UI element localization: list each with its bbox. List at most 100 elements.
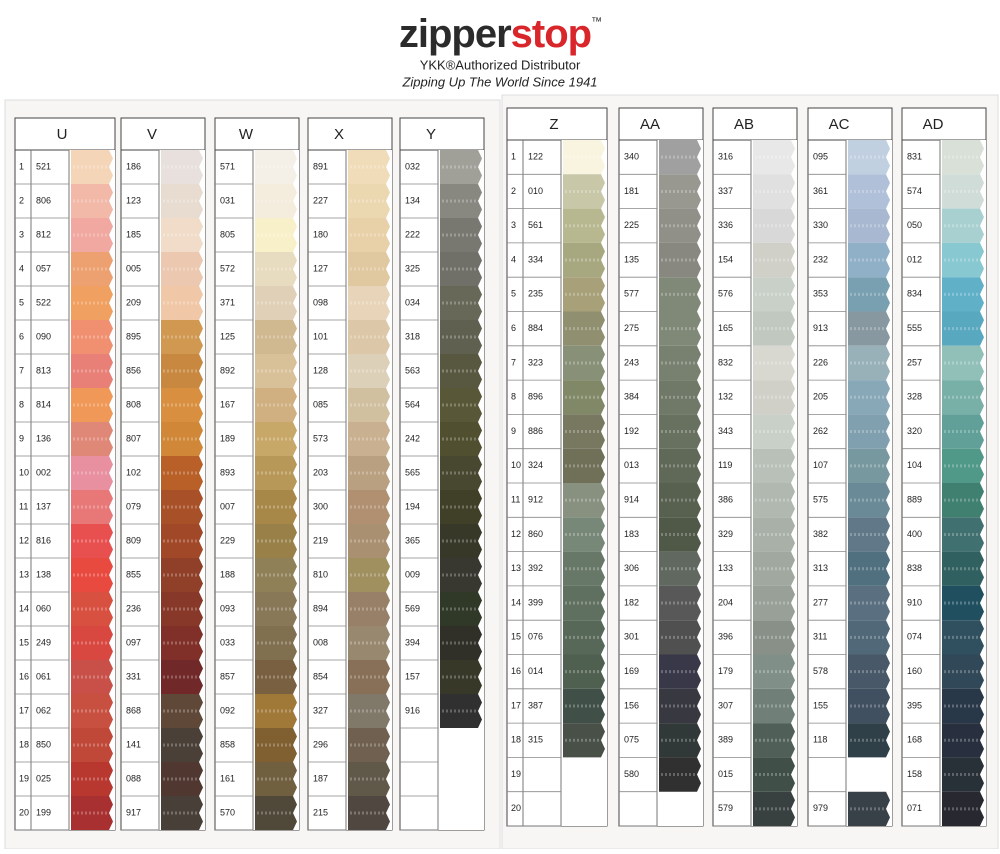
logo-main: zipper (399, 12, 511, 56)
zipper-swatch (659, 688, 701, 724)
color-code: 128 (313, 365, 328, 375)
color-code: 225 (624, 220, 639, 230)
color-code: 854 (313, 671, 328, 681)
zipper-swatch (71, 728, 113, 762)
color-code: 324 (528, 460, 543, 470)
zipper-swatch (71, 252, 113, 286)
color-code: 167 (220, 399, 235, 409)
color-code: 807 (126, 433, 141, 443)
color-code: 892 (220, 365, 235, 375)
color-code: 165 (718, 323, 733, 333)
row-number: 11 (511, 495, 520, 505)
zipper-swatch (255, 218, 297, 252)
color-code: 205 (813, 392, 828, 402)
tagline: YKK®Authorized Distributor (420, 57, 581, 72)
color-code: 204 (718, 597, 733, 607)
zipper-swatch (255, 286, 297, 320)
row-number: 11 (19, 501, 28, 511)
zipper-swatch (255, 422, 297, 456)
color-code: 155 (813, 700, 828, 710)
zipper-swatch (659, 208, 701, 243)
zipper-swatch (71, 626, 113, 660)
color-code: 181 (624, 186, 639, 196)
zipper-swatch (563, 585, 605, 621)
color-code: 916 (405, 705, 420, 715)
zipper-swatch (942, 140, 984, 175)
color-code: 395 (907, 700, 922, 710)
color-code: 336 (718, 220, 733, 230)
color-code: 573 (313, 433, 328, 443)
zipper-swatch (255, 660, 297, 694)
zipper-swatch (942, 414, 984, 449)
color-code: 394 (405, 637, 420, 647)
color-code: 307 (718, 700, 733, 710)
color-code: 133 (718, 563, 733, 573)
zipper-swatch (348, 762, 390, 796)
row-number: 13 (19, 569, 29, 579)
zipper-swatch (255, 762, 297, 796)
zipper-swatch (255, 694, 297, 728)
zipper-swatch (348, 490, 390, 524)
color-code: 896 (528, 392, 543, 402)
color-code: 137 (36, 501, 51, 511)
row-number: 18 (19, 739, 29, 749)
row-number: 6 (19, 331, 24, 341)
color-code: 891 (313, 161, 328, 171)
zipper-swatch (161, 592, 203, 626)
zipper-swatch (348, 524, 390, 558)
color-code: 135 (624, 254, 639, 264)
row-number: 3 (511, 220, 516, 230)
color-code: 095 (813, 152, 828, 162)
zipper-swatch (161, 762, 203, 796)
zipper-swatch (848, 585, 890, 621)
color-code: 327 (313, 705, 328, 715)
zipper-swatch (255, 184, 297, 218)
color-code: 097 (126, 637, 141, 647)
zipper-swatch (942, 757, 984, 792)
zipper-swatch (161, 456, 203, 490)
row-number: 7 (19, 365, 24, 375)
column-header: W (239, 126, 254, 143)
zipper-swatch (348, 558, 390, 592)
zipper-swatch (563, 311, 605, 346)
color-code: 236 (126, 603, 141, 613)
zipper-swatch (563, 380, 605, 415)
color-code: 580 (624, 769, 639, 779)
color-code: 219 (313, 535, 328, 545)
zipper-swatch (440, 320, 482, 354)
color-code: 343 (718, 426, 733, 436)
color-code: 008 (313, 637, 328, 647)
zipper-swatch (753, 688, 795, 724)
zipper-swatch (753, 791, 795, 827)
zipper-swatch (848, 277, 890, 312)
color-code: 868 (126, 705, 141, 715)
color-code: 014 (528, 666, 543, 676)
column-header: V (147, 126, 157, 143)
zipper-swatch (659, 517, 701, 552)
zipper-swatch (659, 414, 701, 449)
zipper-swatch (563, 654, 605, 689)
zipper-swatch (161, 796, 203, 830)
color-code: 808 (126, 399, 141, 409)
zipper-swatch (161, 728, 203, 762)
zipper-swatch (753, 723, 795, 758)
zipper-swatch (161, 252, 203, 286)
color-code: 275 (624, 323, 639, 333)
color-code: 565 (405, 467, 420, 477)
zipper-swatch (848, 654, 890, 689)
zipper-swatch (161, 558, 203, 592)
zipper-swatch (255, 592, 297, 626)
color-code: 311 (813, 632, 827, 642)
color-code: 330 (813, 220, 828, 230)
zipper-swatch (753, 380, 795, 415)
column-header: AA (640, 116, 660, 133)
color-code: 235 (528, 289, 543, 299)
color-code: 033 (220, 637, 235, 647)
zipper-swatch (71, 286, 113, 320)
color-code: 074 (907, 632, 922, 642)
row-number: 2 (19, 195, 24, 205)
zipper-swatch (440, 218, 482, 252)
color-code: 071 (907, 803, 922, 813)
color-code: 141 (126, 739, 141, 749)
zipper-swatch (348, 626, 390, 660)
